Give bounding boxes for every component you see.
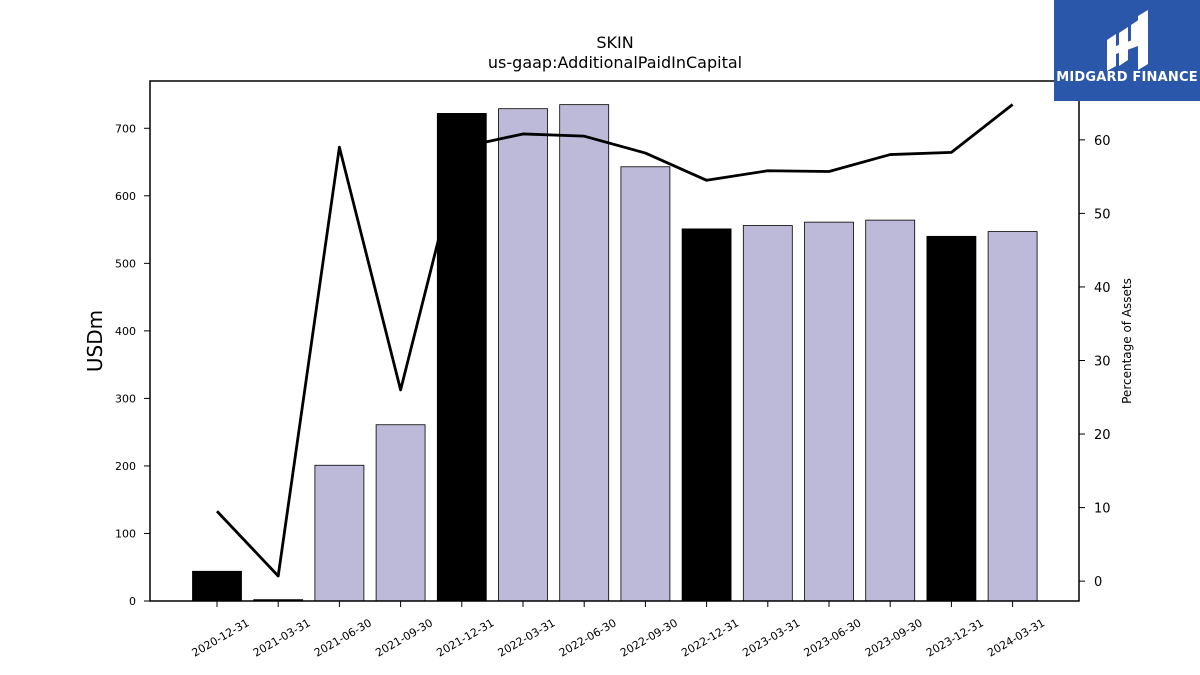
y-tick-label: 700 (115, 122, 136, 135)
y-tick-label: 400 (115, 325, 136, 338)
line-group (215, 103, 1014, 578)
bar-2022-06-30 (559, 104, 610, 602)
x-tick-label: 2020-12-31 (190, 616, 252, 659)
y2-tick-label: 40 (1094, 281, 1111, 296)
x-tick-label: 2022-12-31 (679, 616, 741, 659)
bar-2022-12-31 (681, 228, 732, 602)
bar-2022-09-30 (620, 166, 671, 602)
y-tick-label: 600 (115, 190, 136, 203)
y-tick-label: 0 (129, 595, 136, 608)
x-tick-label: 2021-09-30 (373, 616, 435, 659)
x-tick-label: 2023-09-30 (863, 616, 925, 659)
x-tick-label: 2023-06-30 (802, 616, 864, 659)
y-axis-label: USDm (83, 310, 107, 372)
y2-tick-label: 0 (1094, 575, 1102, 590)
bar-2021-09-30 (375, 424, 426, 602)
bar-2021-12-31 (436, 113, 487, 602)
bar-2024-03-31 (987, 231, 1038, 602)
y2-tick-label: 30 (1094, 354, 1111, 369)
x-axis: 2020-12-31 2021-03-31 2021-06-30 2021-09-30… (190, 601, 1047, 660)
chart-title: SKIN (596, 33, 633, 52)
x-tick-label: 2023-03-31 (740, 616, 802, 659)
plot-frame (149, 80, 1080, 602)
y2-tick-label: 20 (1094, 428, 1111, 443)
x-tick-label: 2021-12-31 (434, 616, 496, 659)
x-tick-label: 2021-03-31 (251, 616, 313, 659)
x-tick-label: 2022-09-30 (618, 616, 680, 659)
y-axis-right: 0 10 20 30 40 50 60 (1079, 134, 1111, 590)
y-tick-label: 200 (115, 460, 136, 473)
x-tick-label: 2024-03-31 (985, 616, 1047, 659)
y-tick-label: 500 (115, 257, 136, 270)
y2-tick-label: 10 (1094, 502, 1111, 517)
y-tick-label: 100 (115, 527, 136, 540)
bar-2023-09-30 (865, 219, 916, 602)
y2-tick-label: 50 (1094, 207, 1111, 222)
bar-2023-12-31 (926, 235, 977, 602)
chart-subtitle: us-gaap:AdditionalPaidInCapital (488, 53, 742, 72)
y2-tick-label: 60 (1094, 134, 1111, 149)
bar-2021-06-30 (314, 464, 365, 602)
percentage-line (215, 103, 1014, 578)
x-tick-label: 2022-03-31 (496, 616, 558, 659)
y-tick-label: 300 (115, 392, 136, 405)
y-axis-left: 0 100 200 300 400 500 600 700 (115, 122, 150, 608)
bar-2020-12-31 (192, 570, 242, 602)
bar-2022-03-31 (498, 108, 548, 602)
x-tick-label: 2023-12-31 (924, 616, 986, 659)
x-tick-label: 2022-06-30 (557, 616, 619, 659)
logo-text: MIDGARD FINANCE (1056, 70, 1198, 85)
y2-axis-label: Percentage of Assets (1120, 278, 1134, 404)
bar-2023-03-31 (742, 225, 793, 602)
logo-mark-icon (1107, 10, 1148, 71)
bar-group (192, 104, 1038, 602)
x-tick-label: 2021-06-30 (312, 616, 374, 659)
logo: MIDGARD FINANCE (1054, 0, 1200, 101)
bar-2023-06-30 (804, 221, 854, 602)
